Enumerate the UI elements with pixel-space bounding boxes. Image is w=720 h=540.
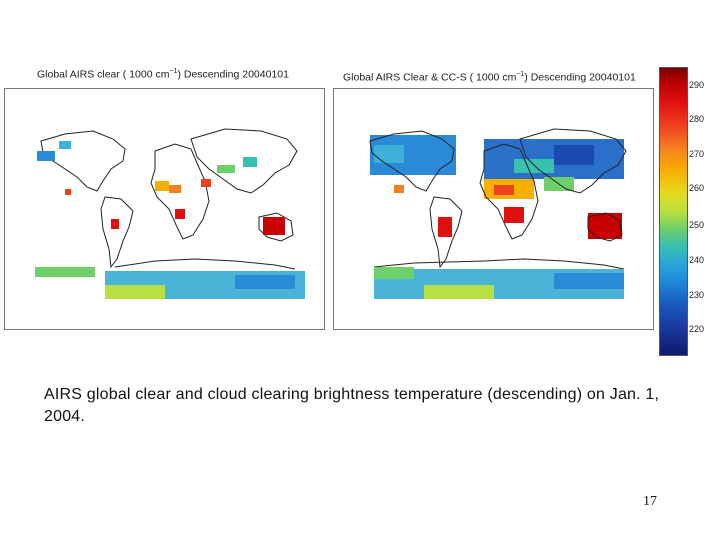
antarctic-band [554,273,624,289]
slide-caption: AIRS global clear and cloud clearing bri… [44,386,660,425]
right-map-title: Global AIRS Clear & CC-S ( 1000 cm−1) De… [343,71,636,84]
colorbar-tick: 260 [689,183,705,193]
clear-patch [37,151,55,161]
europe-africa-outline [150,143,210,240]
temperature-colorbar [659,67,688,356]
left-map-panel [4,88,325,330]
antarctic-band [105,285,165,299]
north-america-outline [369,130,455,192]
north-america-outline [40,130,126,192]
antarctic-band [374,267,414,279]
cloud-cleared-patch [504,207,524,223]
south-america-outline [429,196,463,269]
cloud-cleared-patch [554,145,594,165]
page-number: 17 [643,494,657,509]
cloud-cleared-patch [514,159,554,173]
antarctica-outline [373,258,625,270]
europe-africa-outline [479,143,539,240]
clear-patch [111,219,119,229]
clear-patch [65,189,71,195]
clear-patch [263,217,285,235]
left-world-map [35,128,305,299]
asia-outline [519,128,627,194]
cloud-cleared-patch [494,185,514,195]
clear-patch [59,141,71,149]
cloud-cleared-patch [588,213,622,239]
south-america-outline [100,196,134,269]
colorbar-tick: 280 [689,114,705,124]
clear-patch [243,157,257,167]
left-map-title: Global AIRS clear ( 1000 cm−1) Descendin… [37,68,289,81]
clear-patch [169,185,181,193]
cloud-cleared-patch [438,217,452,237]
colorbar-tick: 220 [689,324,705,334]
clear-patch [217,165,235,173]
right-world-map [369,128,627,299]
colorbar-tick: 250 [689,220,705,230]
colorbar-tick: 240 [689,255,705,265]
antarctic-band [35,267,95,277]
colorbar-tick: 230 [689,290,705,300]
cloud-cleared-patch [374,145,404,163]
clear-patch [201,179,211,187]
antarctica-outline [114,258,296,270]
australia-outline [587,212,623,242]
colorbar-tick: 270 [689,149,705,159]
antarctic-band [424,285,494,299]
clear-patch [155,181,169,191]
right-map-panel [333,88,654,330]
antarctic-band [235,275,295,289]
cloud-cleared-patch [394,185,404,193]
clear-patch [175,209,185,219]
australia-outline [258,212,294,242]
colorbar-tick: 290 [689,80,705,90]
asia-outline [190,128,298,194]
